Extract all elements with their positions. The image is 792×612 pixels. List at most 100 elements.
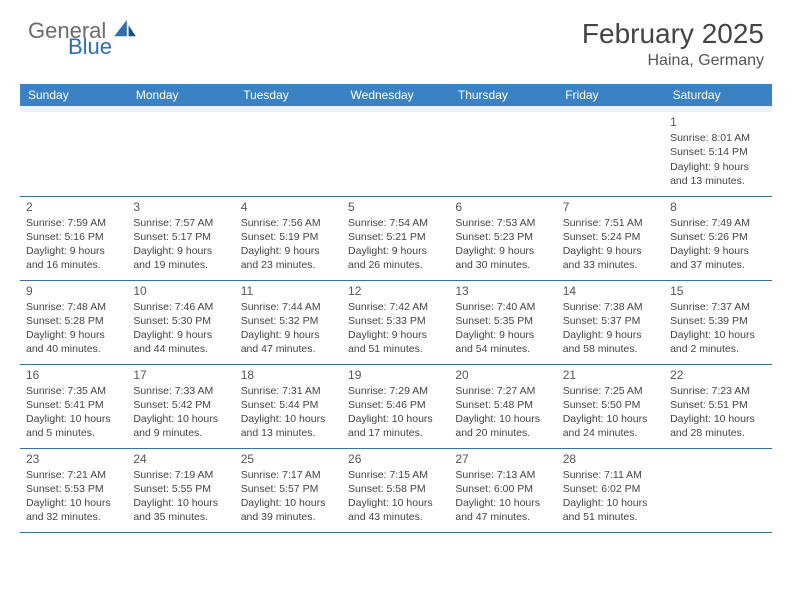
day-number: 21 <box>563 367 658 383</box>
logo-text: General Blue <box>28 18 136 57</box>
calendar-row: 2Sunrise: 7:59 AMSunset: 5:16 PMDaylight… <box>20 196 772 280</box>
day-details: Sunrise: 7:11 AMSunset: 6:02 PMDaylight:… <box>563 468 658 525</box>
calendar-cell <box>449 112 556 196</box>
calendar-cell: 18Sunrise: 7:31 AMSunset: 5:44 PMDayligh… <box>235 364 342 448</box>
day-details: Sunrise: 8:01 AMSunset: 5:14 PMDaylight:… <box>670 131 765 188</box>
day-number: 1 <box>670 114 765 130</box>
calendar-cell: 25Sunrise: 7:17 AMSunset: 5:57 PMDayligh… <box>235 448 342 532</box>
calendar-cell <box>557 112 664 196</box>
day-number: 7 <box>563 199 658 215</box>
calendar-cell: 5Sunrise: 7:54 AMSunset: 5:21 PMDaylight… <box>342 196 449 280</box>
day-number: 11 <box>241 283 336 299</box>
day-details: Sunrise: 7:29 AMSunset: 5:46 PMDaylight:… <box>348 384 443 441</box>
day-number: 17 <box>133 367 228 383</box>
calendar-cell: 13Sunrise: 7:40 AMSunset: 5:35 PMDayligh… <box>449 280 556 364</box>
day-details: Sunrise: 7:57 AMSunset: 5:17 PMDaylight:… <box>133 216 228 273</box>
day-number: 27 <box>455 451 550 467</box>
day-number: 14 <box>563 283 658 299</box>
day-details: Sunrise: 7:46 AMSunset: 5:30 PMDaylight:… <box>133 300 228 357</box>
day-number: 15 <box>670 283 765 299</box>
day-details: Sunrise: 7:35 AMSunset: 5:41 PMDaylight:… <box>26 384 121 441</box>
calendar-cell: 19Sunrise: 7:29 AMSunset: 5:46 PMDayligh… <box>342 364 449 448</box>
day-details: Sunrise: 7:19 AMSunset: 5:55 PMDaylight:… <box>133 468 228 525</box>
day-number: 19 <box>348 367 443 383</box>
day-details: Sunrise: 7:21 AMSunset: 5:53 PMDaylight:… <box>26 468 121 525</box>
calendar-cell <box>235 112 342 196</box>
calendar-cell: 23Sunrise: 7:21 AMSunset: 5:53 PMDayligh… <box>20 448 127 532</box>
calendar-cell <box>342 112 449 196</box>
day-number: 26 <box>348 451 443 467</box>
location: Haina, Germany <box>582 52 764 70</box>
month-title: February 2025 <box>582 18 764 50</box>
day-header: Thursday <box>449 84 556 106</box>
calendar-cell <box>127 112 234 196</box>
day-header: Wednesday <box>342 84 449 106</box>
day-number: 8 <box>670 199 765 215</box>
day-number: 16 <box>26 367 121 383</box>
day-number: 23 <box>26 451 121 467</box>
day-details: Sunrise: 7:54 AMSunset: 5:21 PMDaylight:… <box>348 216 443 273</box>
day-header: Saturday <box>664 84 771 106</box>
day-number: 24 <box>133 451 228 467</box>
calendar-cell: 8Sunrise: 7:49 AMSunset: 5:26 PMDaylight… <box>664 196 771 280</box>
page-header: General Blue February 2025 Haina, German… <box>0 0 792 78</box>
day-details: Sunrise: 7:13 AMSunset: 6:00 PMDaylight:… <box>455 468 550 525</box>
day-header: Tuesday <box>235 84 342 106</box>
day-details: Sunrise: 7:44 AMSunset: 5:32 PMDaylight:… <box>241 300 336 357</box>
day-details: Sunrise: 7:49 AMSunset: 5:26 PMDaylight:… <box>670 216 765 273</box>
day-details: Sunrise: 7:31 AMSunset: 5:44 PMDaylight:… <box>241 384 336 441</box>
calendar-cell: 4Sunrise: 7:56 AMSunset: 5:19 PMDaylight… <box>235 196 342 280</box>
sail-icon <box>114 20 136 38</box>
day-details: Sunrise: 7:37 AMSunset: 5:39 PMDaylight:… <box>670 300 765 357</box>
calendar-cell: 21Sunrise: 7:25 AMSunset: 5:50 PMDayligh… <box>557 364 664 448</box>
day-details: Sunrise: 7:33 AMSunset: 5:42 PMDaylight:… <box>133 384 228 441</box>
day-details: Sunrise: 7:40 AMSunset: 5:35 PMDaylight:… <box>455 300 550 357</box>
day-number: 12 <box>348 283 443 299</box>
calendar-cell: 26Sunrise: 7:15 AMSunset: 5:58 PMDayligh… <box>342 448 449 532</box>
calendar-cell: 15Sunrise: 7:37 AMSunset: 5:39 PMDayligh… <box>664 280 771 364</box>
calendar-cell: 28Sunrise: 7:11 AMSunset: 6:02 PMDayligh… <box>557 448 664 532</box>
calendar-cell: 17Sunrise: 7:33 AMSunset: 5:42 PMDayligh… <box>127 364 234 448</box>
day-number: 13 <box>455 283 550 299</box>
calendar-cell: 6Sunrise: 7:53 AMSunset: 5:23 PMDaylight… <box>449 196 556 280</box>
day-details: Sunrise: 7:56 AMSunset: 5:19 PMDaylight:… <box>241 216 336 273</box>
calendar-cell: 3Sunrise: 7:57 AMSunset: 5:17 PMDaylight… <box>127 196 234 280</box>
title-block: February 2025 Haina, Germany <box>582 18 764 70</box>
day-number: 5 <box>348 199 443 215</box>
calendar-head: SundayMondayTuesdayWednesdayThursdayFrid… <box>20 84 772 106</box>
calendar-cell: 2Sunrise: 7:59 AMSunset: 5:16 PMDaylight… <box>20 196 127 280</box>
day-details: Sunrise: 7:48 AMSunset: 5:28 PMDaylight:… <box>26 300 121 357</box>
day-number: 25 <box>241 451 336 467</box>
day-number: 4 <box>241 199 336 215</box>
day-details: Sunrise: 7:38 AMSunset: 5:37 PMDaylight:… <box>563 300 658 357</box>
day-details: Sunrise: 7:25 AMSunset: 5:50 PMDaylight:… <box>563 384 658 441</box>
calendar-cell: 11Sunrise: 7:44 AMSunset: 5:32 PMDayligh… <box>235 280 342 364</box>
calendar-cell: 10Sunrise: 7:46 AMSunset: 5:30 PMDayligh… <box>127 280 234 364</box>
calendar-cell: 7Sunrise: 7:51 AMSunset: 5:24 PMDaylight… <box>557 196 664 280</box>
calendar-cell <box>20 112 127 196</box>
day-number: 6 <box>455 199 550 215</box>
calendar-cell: 16Sunrise: 7:35 AMSunset: 5:41 PMDayligh… <box>20 364 127 448</box>
day-details: Sunrise: 7:53 AMSunset: 5:23 PMDaylight:… <box>455 216 550 273</box>
calendar-cell: 24Sunrise: 7:19 AMSunset: 5:55 PMDayligh… <box>127 448 234 532</box>
day-number: 20 <box>455 367 550 383</box>
calendar-body: 1Sunrise: 8:01 AMSunset: 5:14 PMDaylight… <box>20 106 772 532</box>
day-details: Sunrise: 7:15 AMSunset: 5:58 PMDaylight:… <box>348 468 443 525</box>
day-number: 10 <box>133 283 228 299</box>
calendar-cell: 12Sunrise: 7:42 AMSunset: 5:33 PMDayligh… <box>342 280 449 364</box>
day-details: Sunrise: 7:27 AMSunset: 5:48 PMDaylight:… <box>455 384 550 441</box>
logo: General Blue <box>28 18 136 57</box>
calendar-table: SundayMondayTuesdayWednesdayThursdayFrid… <box>20 84 772 533</box>
day-header: Monday <box>127 84 234 106</box>
calendar-row: 16Sunrise: 7:35 AMSunset: 5:41 PMDayligh… <box>20 364 772 448</box>
day-details: Sunrise: 7:42 AMSunset: 5:33 PMDaylight:… <box>348 300 443 357</box>
calendar-row: 9Sunrise: 7:48 AMSunset: 5:28 PMDaylight… <box>20 280 772 364</box>
day-number: 2 <box>26 199 121 215</box>
day-number: 18 <box>241 367 336 383</box>
day-number: 28 <box>563 451 658 467</box>
day-header: Sunday <box>20 84 127 106</box>
day-details: Sunrise: 7:17 AMSunset: 5:57 PMDaylight:… <box>241 468 336 525</box>
day-number: 3 <box>133 199 228 215</box>
calendar-cell: 9Sunrise: 7:48 AMSunset: 5:28 PMDaylight… <box>20 280 127 364</box>
day-details: Sunrise: 7:23 AMSunset: 5:51 PMDaylight:… <box>670 384 765 441</box>
